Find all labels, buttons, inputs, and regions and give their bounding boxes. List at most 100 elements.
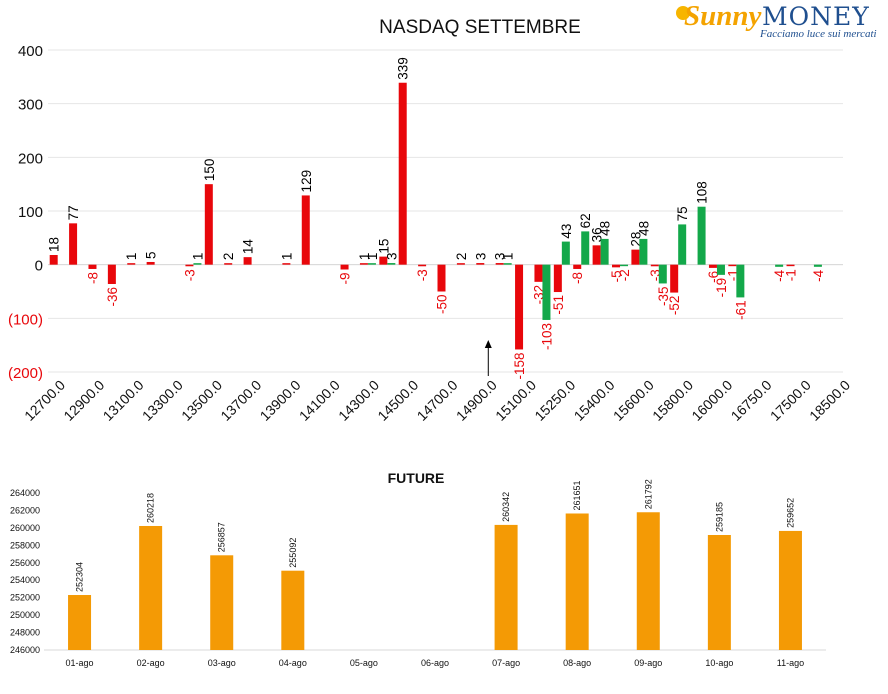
bar [534,264,543,282]
bar [592,245,601,265]
x-tick-label: 12900.0 [60,377,107,424]
bar [670,264,679,293]
data-label: 129 [299,170,314,193]
bar [708,264,717,268]
y-tick-label: 262000 [10,505,40,515]
y-tick-label: 0 [35,258,43,275]
x-tick-label: 14500.0 [374,377,421,424]
bar [340,264,349,270]
x-tick-label: 13100.0 [100,377,147,424]
bar [600,238,609,265]
logo-brand: Sunny [684,0,762,32]
y-tick-label: 200 [18,150,43,167]
bar [503,263,512,265]
logo-money: MONEY [762,2,870,31]
bar [193,263,202,265]
bar [678,224,687,265]
data-label: 2 [454,253,469,261]
bar [139,525,163,650]
bar [775,264,784,267]
x-tick-label: 17500.0 [767,377,814,424]
bar [639,238,648,265]
x-tick-label: 13300.0 [139,377,186,424]
data-label: -52 [667,296,682,316]
data-label: -8 [85,272,100,284]
bar [631,249,640,265]
data-label: -2 [617,269,632,281]
bar [658,264,667,284]
data-label: -1 [784,269,799,281]
data-label: 260342 [501,492,511,522]
x-tick-label: 05-ago [350,658,378,668]
bar [387,263,396,265]
y-tick-label: 400 [18,43,43,60]
bar [282,263,291,265]
y-tick-label: 254000 [10,575,40,585]
bar [379,256,388,265]
bar [786,264,795,267]
x-tick-label: 15800.0 [649,377,696,424]
y-tick-label: 258000 [10,540,40,550]
data-label: 1 [279,253,294,261]
x-tick-label: 15250.0 [531,377,578,424]
bar [553,264,562,293]
future-chart: FUTURE 264000 262000 260000 258000 256000 254… [10,470,826,668]
data-label: -158 [512,352,527,379]
data-label: 150 [202,159,217,182]
bar [281,570,305,650]
x-tick-label: 16750.0 [728,377,775,424]
bar [367,263,376,265]
bar [243,257,252,265]
x-tick-label: 15400.0 [571,377,618,424]
x-tick-label: 18500.0 [806,377,853,424]
y-tick-label: 100 [18,204,43,221]
x-tick-label: 14900.0 [453,377,500,424]
bar [542,264,551,320]
data-label: 3 [493,253,508,261]
data-label: 15 [376,239,391,254]
data-label: 77 [66,205,81,220]
y-tick-label: 256000 [10,558,40,568]
x-tick-label: 02-ago [137,658,165,668]
bar [636,512,660,650]
bar [612,264,621,268]
data-label: -3 [415,269,430,281]
data-label: -4 [811,269,826,281]
data-label: -8 [570,272,585,284]
data-label: -51 [551,295,566,315]
data-label: -50 [435,295,450,315]
data-label: 252304 [75,562,85,592]
x-tick-label: 03-ago [208,658,236,668]
bar [224,263,233,265]
bar [573,264,582,269]
x-tick-label: 01-ago [66,658,94,668]
data-label: 1 [124,253,139,261]
bar [728,264,737,267]
x-tick-label: 06-ago [421,658,449,668]
x-tick-label: 13700.0 [217,377,264,424]
bar [494,524,518,650]
x-tick-label: 04-ago [279,658,307,668]
sunny-money-logo: Sunny MONEY Facciamo luce sui mercati [676,0,880,42]
bar [561,241,570,265]
bar [437,264,446,292]
data-label: 108 [695,181,710,204]
bar [127,263,136,265]
bar [620,264,629,267]
data-label: 3 [473,253,488,261]
bar [68,595,92,650]
data-label: -36 [105,287,120,307]
bar [716,264,725,275]
x-tick-label: 10-ago [705,658,733,668]
data-label: 62 [578,213,593,228]
y-tick-label: (100) [8,311,43,328]
bar [476,263,485,265]
x-tick-label: 15600.0 [610,377,657,424]
x-tick-label: 07-ago [492,658,520,668]
x-tick-label: 13900.0 [257,377,304,424]
data-label: 260218 [146,493,156,523]
data-label: -5 [609,270,624,282]
data-label: -19 [714,278,729,298]
y-tick-label: 260000 [10,523,40,533]
data-label: 1 [190,253,205,261]
